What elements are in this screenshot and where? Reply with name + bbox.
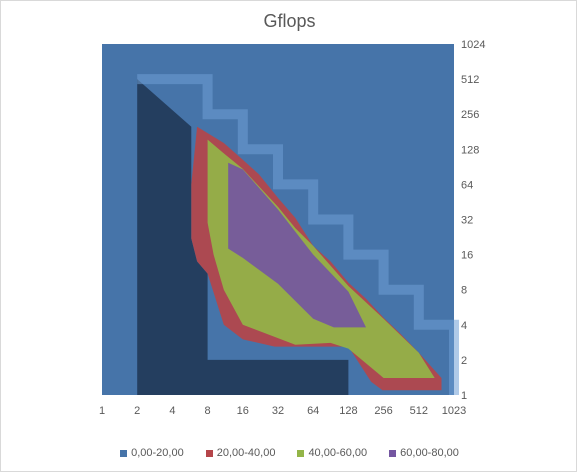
chart-title: Gflops (263, 11, 316, 31)
x-tick-label: 512 (410, 405, 428, 417)
legend-label: 0,00-20,00 (131, 447, 184, 459)
y-tick-label: 4 (461, 320, 467, 332)
y-tick-label: 32 (461, 215, 473, 227)
x-axis-ticks: 1 2 4 8 16 32 64 128 256 512 1023 (99, 405, 466, 417)
y-tick-label: 256 (461, 109, 479, 121)
dark-surface-shading (137, 79, 349, 395)
x-tick-label: 2 (134, 405, 140, 417)
light-surface-shading (137, 74, 459, 395)
legend-swatch (389, 449, 397, 457)
x-tick-label: 256 (374, 405, 392, 417)
legend-label: 20,00-40,00 (216, 447, 276, 459)
x-tick-label: 1 (99, 405, 105, 417)
x-tick-label: 8 (205, 405, 211, 417)
legend-swatch (297, 449, 305, 457)
legend-swatch (120, 449, 128, 457)
legend-item: 40,00-60,00 (297, 447, 367, 459)
y-tick-label: 1 (461, 390, 467, 402)
legend-item: 20,00-40,00 (205, 447, 276, 459)
y-tick-label: 1024 (461, 39, 485, 51)
y-axis-ticks: 1 2 4 8 16 32 64 128 256 512 1024 (461, 39, 485, 402)
chart-legend: 0,00-20,00 20,00-40,00 40,00-60,00 60,00-80… (1, 447, 577, 459)
y-tick-label: 8 (461, 285, 467, 297)
y-tick-label: 512 (461, 74, 479, 86)
y-tick-label: 128 (461, 144, 479, 156)
y-tick-label: 2 (461, 355, 467, 367)
x-tick-label: 4 (169, 405, 175, 417)
legend-item: 0,00-20,00 (120, 447, 184, 459)
y-tick-label: 16 (461, 250, 473, 262)
x-tick-label: 32 (272, 405, 284, 417)
y-tick-label: 64 (461, 179, 473, 191)
series-layer (191, 126, 442, 391)
legend-item: 60,00-80,00 (389, 447, 459, 459)
series-region-4 (228, 162, 366, 328)
x-tick-label: 128 (339, 405, 357, 417)
x-tick-label: 1023 (442, 405, 466, 417)
x-tick-label: 64 (307, 405, 319, 417)
legend-swatch (205, 449, 213, 457)
legend-label: 40,00-60,00 (308, 447, 368, 459)
plot-shading-layer (137, 74, 459, 395)
legend-label: 60,00-80,00 (400, 447, 459, 459)
x-tick-label: 16 (237, 405, 249, 417)
